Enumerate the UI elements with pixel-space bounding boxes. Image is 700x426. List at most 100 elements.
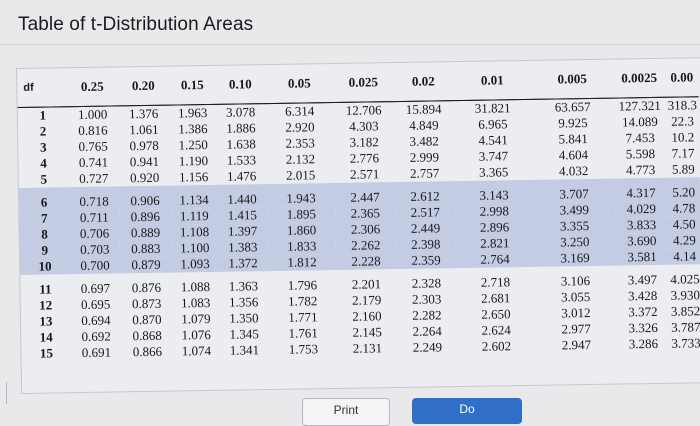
table-cell: 3.787	[671, 319, 700, 335]
scrollbar-handle[interactable]	[0, 382, 7, 404]
table-cell: 7.17	[671, 145, 695, 161]
df-cell: 3	[39, 139, 47, 155]
do-button[interactable]: Do	[412, 398, 522, 424]
table-cell: 3.372	[628, 303, 658, 320]
table-cell: 2.131	[352, 340, 383, 356]
column-header: 0.20	[117, 66, 170, 106]
table-cell: 2.998	[455, 202, 534, 221]
table-cell: 1.383	[217, 239, 268, 256]
df-cell: 15	[39, 345, 54, 361]
table-cell: 1.093	[171, 255, 219, 273]
table-cell: 1.386	[178, 120, 208, 137]
table-cell: 3.365	[478, 164, 509, 180]
table-cell: 4.14	[667, 248, 700, 265]
table-cell: 1.100	[171, 239, 218, 257]
table-cell: 0.906	[118, 185, 172, 210]
table-cell: 4.303	[349, 118, 379, 134]
table-cell: 0.695	[80, 296, 111, 313]
df-cell: 2	[39, 123, 47, 139]
df-column-header: df	[17, 68, 68, 108]
table-cell: 3.852	[670, 303, 700, 319]
column-header: 0.025	[332, 63, 394, 103]
table-cell: 2.160	[352, 308, 382, 324]
table-cell: 1.476	[226, 168, 257, 184]
table-cell: 1.886	[226, 120, 256, 136]
table-cell: 3.326	[628, 319, 658, 336]
table-cell: 2.201	[351, 276, 382, 292]
table-cell: 0.765	[78, 138, 108, 155]
table-cell: 1.134	[170, 184, 218, 209]
column-header: 0.005	[530, 59, 614, 100]
table-cell: 5.20	[666, 177, 700, 201]
table-cell: 1.761	[288, 325, 318, 341]
table-cell: 3.250	[533, 233, 616, 251]
table-cell: 3.106	[560, 273, 591, 289]
table-cell: 1.415	[217, 207, 268, 224]
t-distribution-table: df 0.25 0.20 0.15 0.10 0.05 0.025 0.02 0.01 0.00…	[17, 58, 700, 362]
table-cell: 3.707	[532, 178, 616, 203]
table-cell: 0.697	[80, 280, 111, 297]
table-cell: 2.999	[409, 149, 440, 165]
table-cell: 2.015	[285, 167, 316, 183]
table-cell: 2.145	[352, 324, 382, 340]
table-cell: 1.119	[171, 207, 218, 225]
table-cell: 10.2	[671, 129, 695, 145]
table-cell: 0.694	[81, 312, 111, 329]
df-cell: 4	[40, 155, 47, 171]
table-cell: 1.372	[217, 255, 269, 272]
print-button[interactable]: Print	[302, 398, 390, 426]
table-cell: 1.156	[178, 168, 209, 185]
table-cell: 3.169	[533, 249, 617, 267]
table-cell: 2.179	[351, 292, 382, 308]
table-cell: 0.896	[119, 208, 172, 226]
table-cell: 2.282	[412, 307, 442, 323]
table-cell: 4.317	[614, 177, 668, 202]
table-cell: 3.355	[533, 217, 616, 235]
table-cell: 2.517	[395, 204, 456, 222]
table-cell: 2.602	[481, 338, 512, 354]
df-cell: 7	[19, 210, 70, 227]
table-cell: 3.182	[349, 134, 379, 150]
table-cell: 2.249	[412, 339, 443, 355]
table-cell: 1.812	[267, 253, 337, 272]
table-cell: 2.132	[285, 151, 316, 167]
table-cell: 1.108	[171, 223, 218, 241]
table-cell: 3.482	[409, 133, 439, 149]
table-cell: 1.000	[77, 106, 108, 123]
table-cell: 2.571	[349, 166, 380, 182]
table-cell: 7.453	[625, 129, 655, 146]
table-cell: 2.353	[285, 135, 315, 151]
table-cell: 2.920	[285, 119, 315, 135]
table-cell: 9.925	[558, 115, 588, 131]
column-header: 0.00	[664, 58, 699, 98]
table-cell: 2.624	[481, 322, 511, 338]
table-cell: 318.3	[667, 97, 698, 113]
table-cell: 2.718	[480, 274, 511, 290]
table-cell: 2.612	[394, 181, 456, 206]
table-cell: 4.29	[667, 232, 700, 249]
table-cell: 12.706	[345, 102, 382, 118]
table-cell: 1.943	[266, 183, 336, 208]
table-cell: 1.083	[180, 294, 211, 311]
table-cell: 0.692	[81, 328, 111, 345]
table-cell: 1.397	[217, 223, 268, 240]
table-cell: 0.718	[68, 186, 120, 211]
column-header: 0.15	[168, 65, 216, 106]
table-cell: 3.499	[533, 201, 616, 219]
table-cell: 2.977	[561, 321, 591, 337]
df-cell: 1	[39, 107, 47, 123]
table-cell: 0.883	[119, 240, 172, 258]
table-cell: 3.747	[478, 148, 509, 164]
table-cell: 6.965	[478, 116, 508, 132]
table-cell: 3.690	[615, 232, 668, 250]
df-cell: 5	[40, 171, 48, 187]
table-cell: 1.341	[229, 342, 260, 358]
table-cell: 2.447	[334, 182, 396, 207]
table-cell: 4.032	[558, 163, 589, 179]
table-cell: 2.328	[411, 275, 442, 291]
table-cell: 0.873	[131, 295, 162, 312]
table-cell: 2.821	[455, 234, 534, 253]
table-cell: 0.706	[69, 225, 120, 243]
table-cell: 22.3	[671, 113, 695, 129]
table-cell: 1.533	[226, 152, 257, 168]
